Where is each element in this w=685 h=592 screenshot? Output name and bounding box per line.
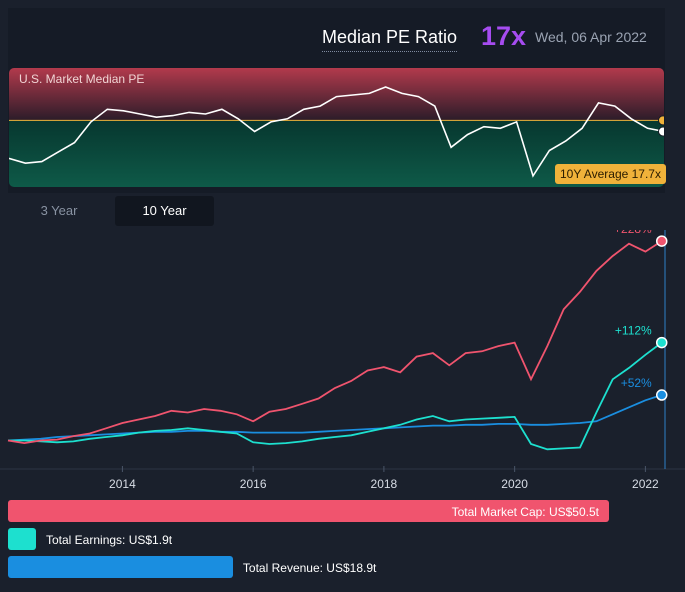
tab-10-year[interactable]: 10 Year bbox=[115, 196, 214, 226]
pe-chart bbox=[9, 68, 664, 187]
revenue-line bbox=[7, 394, 662, 442]
revenue-end-marker[interactable] bbox=[655, 389, 668, 401]
above-average-zone bbox=[9, 68, 664, 121]
x-tick-label-2014: 2014 bbox=[109, 477, 136, 491]
x-tick-label-2016: 2016 bbox=[240, 477, 267, 491]
pe-line bbox=[9, 86, 664, 178]
revenue-label: Total Revenue: US$18.9t bbox=[242, 561, 377, 575]
average-marker bbox=[658, 115, 664, 126]
market-cap-bar[interactable]: Total Market Cap: US$50.5t bbox=[8, 500, 609, 522]
earnings-label: Total Earnings: US$1.9t bbox=[46, 533, 173, 547]
pe-panel-label: U.S. Market Median PE bbox=[19, 72, 145, 86]
x-tick-label-2022: 2022 bbox=[632, 477, 659, 491]
earnings-bar[interactable] bbox=[8, 528, 36, 550]
tab-3-year[interactable]: 3 Year bbox=[40, 203, 78, 218]
earnings-end-marker[interactable] bbox=[655, 336, 668, 349]
average-badge: 10Y Average 17.7x bbox=[555, 164, 666, 184]
x-tick-label-2018: 2018 bbox=[371, 477, 398, 491]
below-average-zone bbox=[9, 120, 664, 187]
page-title[interactable]: Median PE Ratio bbox=[322, 27, 458, 52]
market-cap-label: Total Market Cap: US$50.5t bbox=[451, 505, 599, 519]
market-cap-change-label: +228% bbox=[614, 230, 652, 236]
date-label: Wed, 06 Apr 2022 bbox=[535, 29, 647, 45]
market-cap-line bbox=[7, 240, 663, 445]
x-tick-label-2020: 2020 bbox=[501, 477, 528, 491]
earnings-change-label: +112% bbox=[615, 324, 652, 338]
earnings-line bbox=[8, 341, 663, 451]
market-cap-end-marker[interactable] bbox=[655, 235, 668, 247]
revenue-bar[interactable] bbox=[8, 556, 233, 578]
growth-chart: 2014 2016 2018 2020 2022 +228% +112% +52% bbox=[0, 230, 685, 491]
pe-value: 17x bbox=[481, 21, 527, 51]
revenue-change-label: +52% bbox=[621, 376, 652, 390]
pe-current-marker bbox=[658, 126, 664, 137]
